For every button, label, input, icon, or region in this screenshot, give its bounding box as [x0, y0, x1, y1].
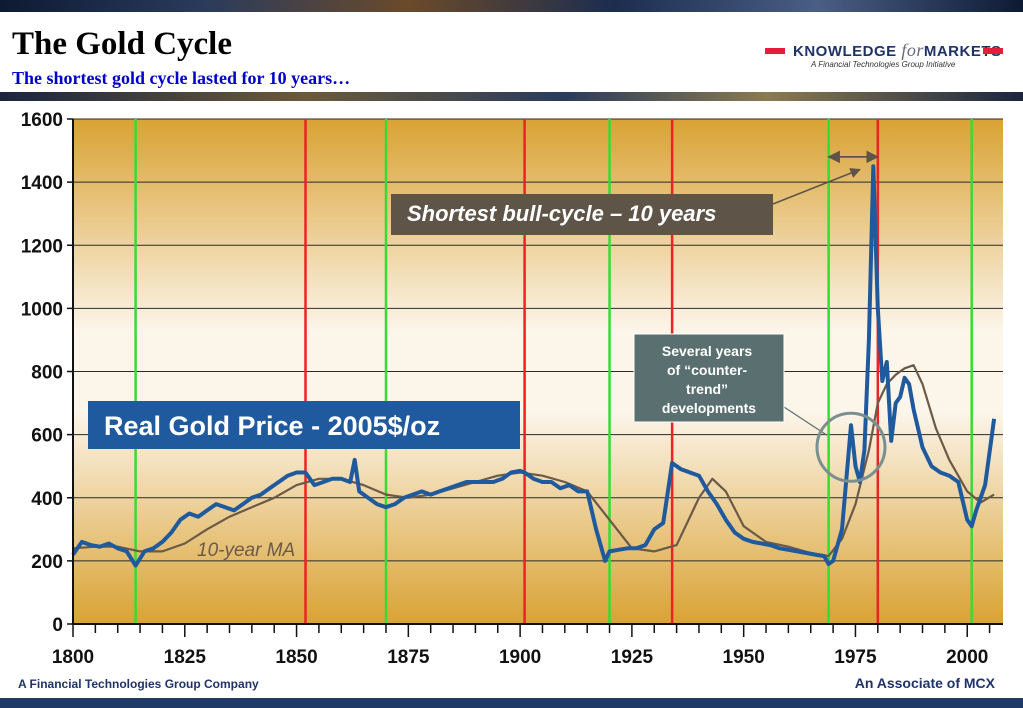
- x-tick-label-1875: 1875: [387, 647, 430, 668]
- header-strip: [0, 92, 1023, 101]
- y-tick-label-800: 800: [31, 363, 63, 384]
- chart-frame: 1800 1825 1850 1875 1900 1925 1950 1975 2000 0 200…: [0, 101, 1023, 671]
- series-10-year-ma: [72, 364, 995, 558]
- real-price-label: Real Gold Price - 2005$/oz: [104, 411, 440, 441]
- brand-for: for: [901, 40, 924, 60]
- page-subtitle: The shortest gold cycle lasted for 10 ye…: [12, 68, 351, 88]
- brand-markets: MARKETS: [923, 43, 1002, 60]
- tick-labels: 1800 1825 1850 1875 1900 1925 1950 1975 2000 0 200…: [21, 110, 989, 668]
- y-tick-label-1000: 1000: [21, 299, 63, 320]
- x-tick-label-1825: 1825: [164, 647, 207, 668]
- counter-trend-label-line-3: trend”: [686, 381, 728, 397]
- brand-tagline: A Financial Technologies Group Initiativ…: [811, 60, 956, 69]
- counter-trend-label-line-1: Several years: [662, 343, 753, 359]
- counter-trend-label-line-2: of “counter-: [667, 362, 747, 378]
- real-price-label-box: [88, 401, 520, 449]
- y-tick-label-400: 400: [31, 489, 63, 510]
- y-tick-label-1600: 1600: [21, 110, 63, 131]
- x-tick-label-1975: 1975: [834, 647, 877, 668]
- brand-logo: KNOWLEDGE forMARKETS A Financial Technol…: [763, 40, 1003, 80]
- counter-trend-label: Several years of “counter- trend” develo…: [662, 343, 756, 416]
- page-title: The Gold Cycle: [12, 26, 232, 62]
- counter-trend-label-line-4: developments: [662, 400, 756, 416]
- ma-label: 10-year MA: [197, 540, 295, 561]
- brand-knowledge: KNOWLEDGE: [793, 43, 897, 60]
- x-tick-label-1900: 1900: [499, 647, 541, 668]
- series-real-gold-price: [71, 164, 997, 568]
- y-tick-label-600: 600: [31, 426, 63, 447]
- footer-bar: [0, 698, 1023, 708]
- counter-trend-label-box: [633, 333, 785, 423]
- footer: A Financial Technologies Group Company A…: [0, 671, 1023, 708]
- x-tick-label-2000: 2000: [946, 647, 988, 668]
- x-tick-label-1850: 1850: [275, 647, 317, 668]
- footer-associate: An Associate of MCX: [854, 675, 995, 691]
- brand-bar-left: [765, 48, 785, 54]
- axis: [67, 118, 1003, 637]
- y-tick-label-200: 200: [31, 552, 63, 573]
- grid: [73, 118, 1003, 562]
- gold-price-chart: 1800 1825 1850 1875 1900 1925 1950 1975 2000 0 200…: [21, 110, 1003, 668]
- brand-name: KNOWLEDGE forMARKETS: [793, 40, 1002, 61]
- brand-bar-right: [983, 48, 1003, 54]
- bull-cycle-label: Shortest bull-cycle – 10 years: [407, 201, 716, 226]
- y-tick-label-0: 0: [52, 615, 63, 636]
- x-tick-label-1925: 1925: [611, 647, 654, 668]
- x-tick-label-1950: 1950: [723, 647, 765, 668]
- x-tick-label-1800: 1800: [52, 647, 94, 668]
- series-group: [71, 164, 997, 568]
- bull-cycle-pointer: [772, 168, 861, 205]
- y-tick-label-1400: 1400: [21, 173, 63, 194]
- header: The Gold Cycle The shortest gold cycle l…: [0, 12, 1023, 92]
- bull-cycle-label-box: [391, 194, 773, 235]
- y-tick-label-1200: 1200: [21, 236, 63, 257]
- top-banner: [0, 0, 1023, 12]
- footer-company: A Financial Technologies Group Company: [18, 677, 259, 691]
- counter-trend-circle: [815, 411, 887, 483]
